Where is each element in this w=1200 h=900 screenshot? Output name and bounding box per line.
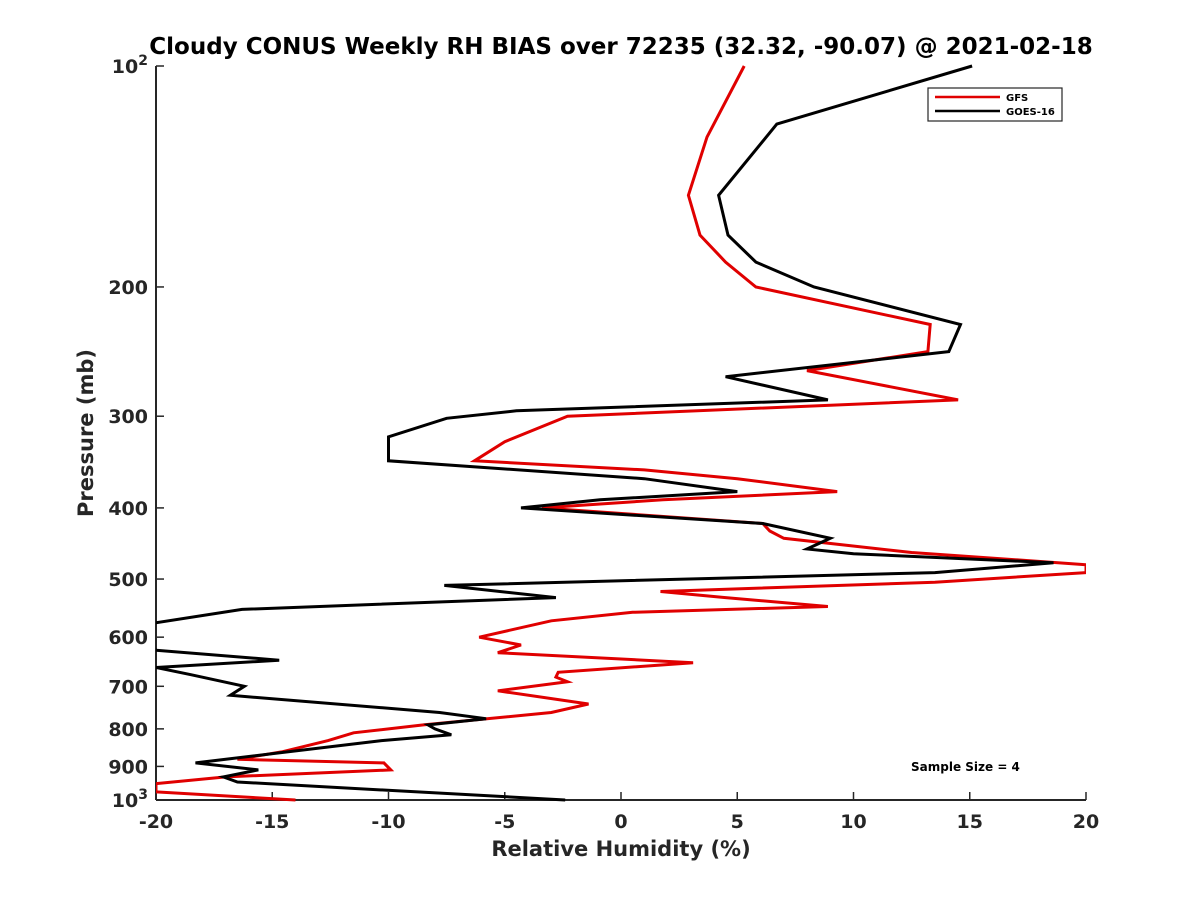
y-tick-label: 300 [108, 406, 148, 428]
x-tick-label: 0 [614, 811, 627, 833]
x-tick-label: 15 [957, 811, 983, 833]
y-tick-label: 102 [112, 53, 148, 78]
y-tick-label: 500 [108, 569, 148, 591]
x-tick-label: 10 [840, 811, 866, 833]
legend[interactable]: GFS GOES-16 [927, 87, 1063, 122]
x-tick-label: 20 [1073, 811, 1099, 833]
sample-size-annotation: Sample Size = 4 [911, 760, 1020, 774]
y-tick-label: 800 [108, 719, 148, 741]
y-tick-label: 103 [112, 787, 148, 812]
x-tick-label: 5 [731, 811, 744, 833]
x-tick-label: -20 [139, 811, 173, 833]
x-axis-label: Relative Humidity (%) [491, 837, 750, 861]
x-tick-label: -15 [255, 811, 289, 833]
y-axis-label: Pressure (mb) [74, 349, 98, 517]
y-tick-label: 600 [108, 627, 148, 649]
y-tick-label: 400 [108, 498, 148, 520]
legend-label-gfs: GFS [1006, 93, 1028, 104]
legend-box [927, 87, 1063, 122]
chart-title: Cloudy CONUS Weekly RH BIAS over 72235 (… [149, 34, 1092, 60]
legend-label-goes16: GOES-16 [1006, 107, 1055, 118]
plot-area [155, 64, 1086, 802]
x-axis: -20 -15 -10 -5 0 5 10 15 20 [139, 792, 1099, 833]
y-tick-label: 200 [108, 277, 148, 299]
y-axis: 102 200 300 400 500 600 700 800 900 103 [108, 53, 164, 812]
x-tick-label: -10 [371, 811, 405, 833]
series-line-goes16 [156, 64, 1054, 802]
y-tick-label: 700 [108, 676, 148, 698]
y-tick-label: 900 [108, 756, 148, 778]
series-layer [156, 64, 1086, 802]
series-line-gfs [156, 65, 1086, 802]
x-tick-label: -5 [494, 811, 515, 833]
